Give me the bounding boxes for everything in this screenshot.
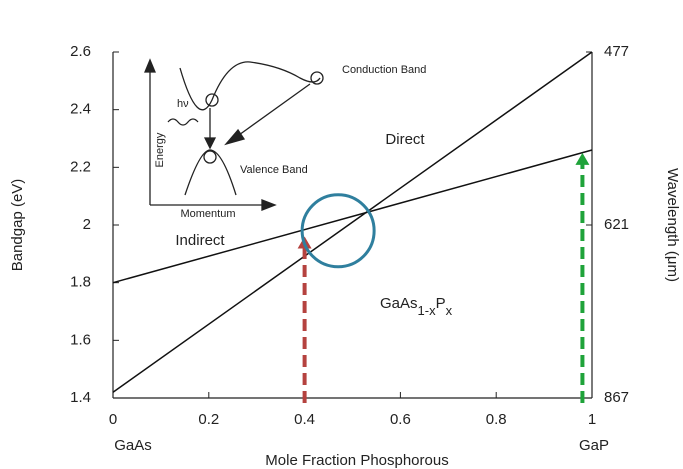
y-axis-title: Bandgap (eV) [9, 179, 26, 272]
x-tick-label: 0.8 [486, 411, 507, 428]
inset-arrowhead [224, 128, 246, 146]
y2-tick-label: 867 [604, 389, 629, 406]
highlight-circle [300, 193, 376, 269]
x-axis-title: Mole Fraction Phosphorous [265, 452, 448, 469]
x-tick-label: 1 [588, 411, 596, 428]
photon-wave [167, 118, 199, 126]
formula-part: P [436, 295, 446, 312]
inset-label: Conduction Band [342, 64, 426, 76]
end-label: GaAs [114, 437, 152, 454]
series-line [112, 51, 593, 393]
y2-tick-label: 477 [604, 43, 629, 60]
y2-tick-label: 621 [604, 216, 629, 233]
x-tick-label: 0.2 [198, 411, 219, 428]
y2-axis-title: Wavelength (μm) [664, 168, 681, 282]
arrow-head [575, 152, 590, 165]
valence-band-curve [184, 149, 237, 196]
y-tick-label: 2.2 [70, 158, 91, 175]
inset-label: Momentum [180, 208, 235, 220]
y-tick-label: 1.6 [70, 331, 91, 348]
end-label: GaP [579, 437, 609, 454]
inset-label: Energy [154, 132, 166, 167]
inset-arrowhead [261, 199, 277, 211]
x-tick-label: 0 [109, 411, 117, 428]
formula-part: 1-x [418, 303, 437, 318]
inset-arrowhead [144, 58, 156, 73]
y-tick-label: 2.4 [70, 101, 91, 118]
conduction-band-curve [179, 61, 321, 111]
formula: GaAs1-xPx [380, 295, 453, 318]
y-tick-label: 1.8 [70, 274, 91, 291]
inset-diagram [144, 58, 324, 211]
inset-label: hν [177, 98, 189, 110]
indirect-arrow [231, 83, 311, 141]
y-tick-label: 2.6 [70, 43, 91, 60]
hole [203, 150, 217, 164]
inset-arrowhead [203, 137, 217, 150]
x-tick-label: 0.6 [390, 411, 411, 428]
electron [205, 93, 219, 107]
x-tick-label: 0.4 [294, 411, 315, 428]
electron [310, 71, 324, 85]
y-tick-label: 1.4 [70, 389, 91, 406]
y-tick-label: 2 [83, 216, 91, 233]
series-label: Indirect [175, 232, 225, 249]
inset-label: Valence Band [240, 164, 308, 176]
formula-part: x [446, 303, 453, 318]
formula-part: GaAs [380, 295, 418, 312]
series-line [112, 149, 593, 284]
series-label: Direct [385, 131, 425, 148]
